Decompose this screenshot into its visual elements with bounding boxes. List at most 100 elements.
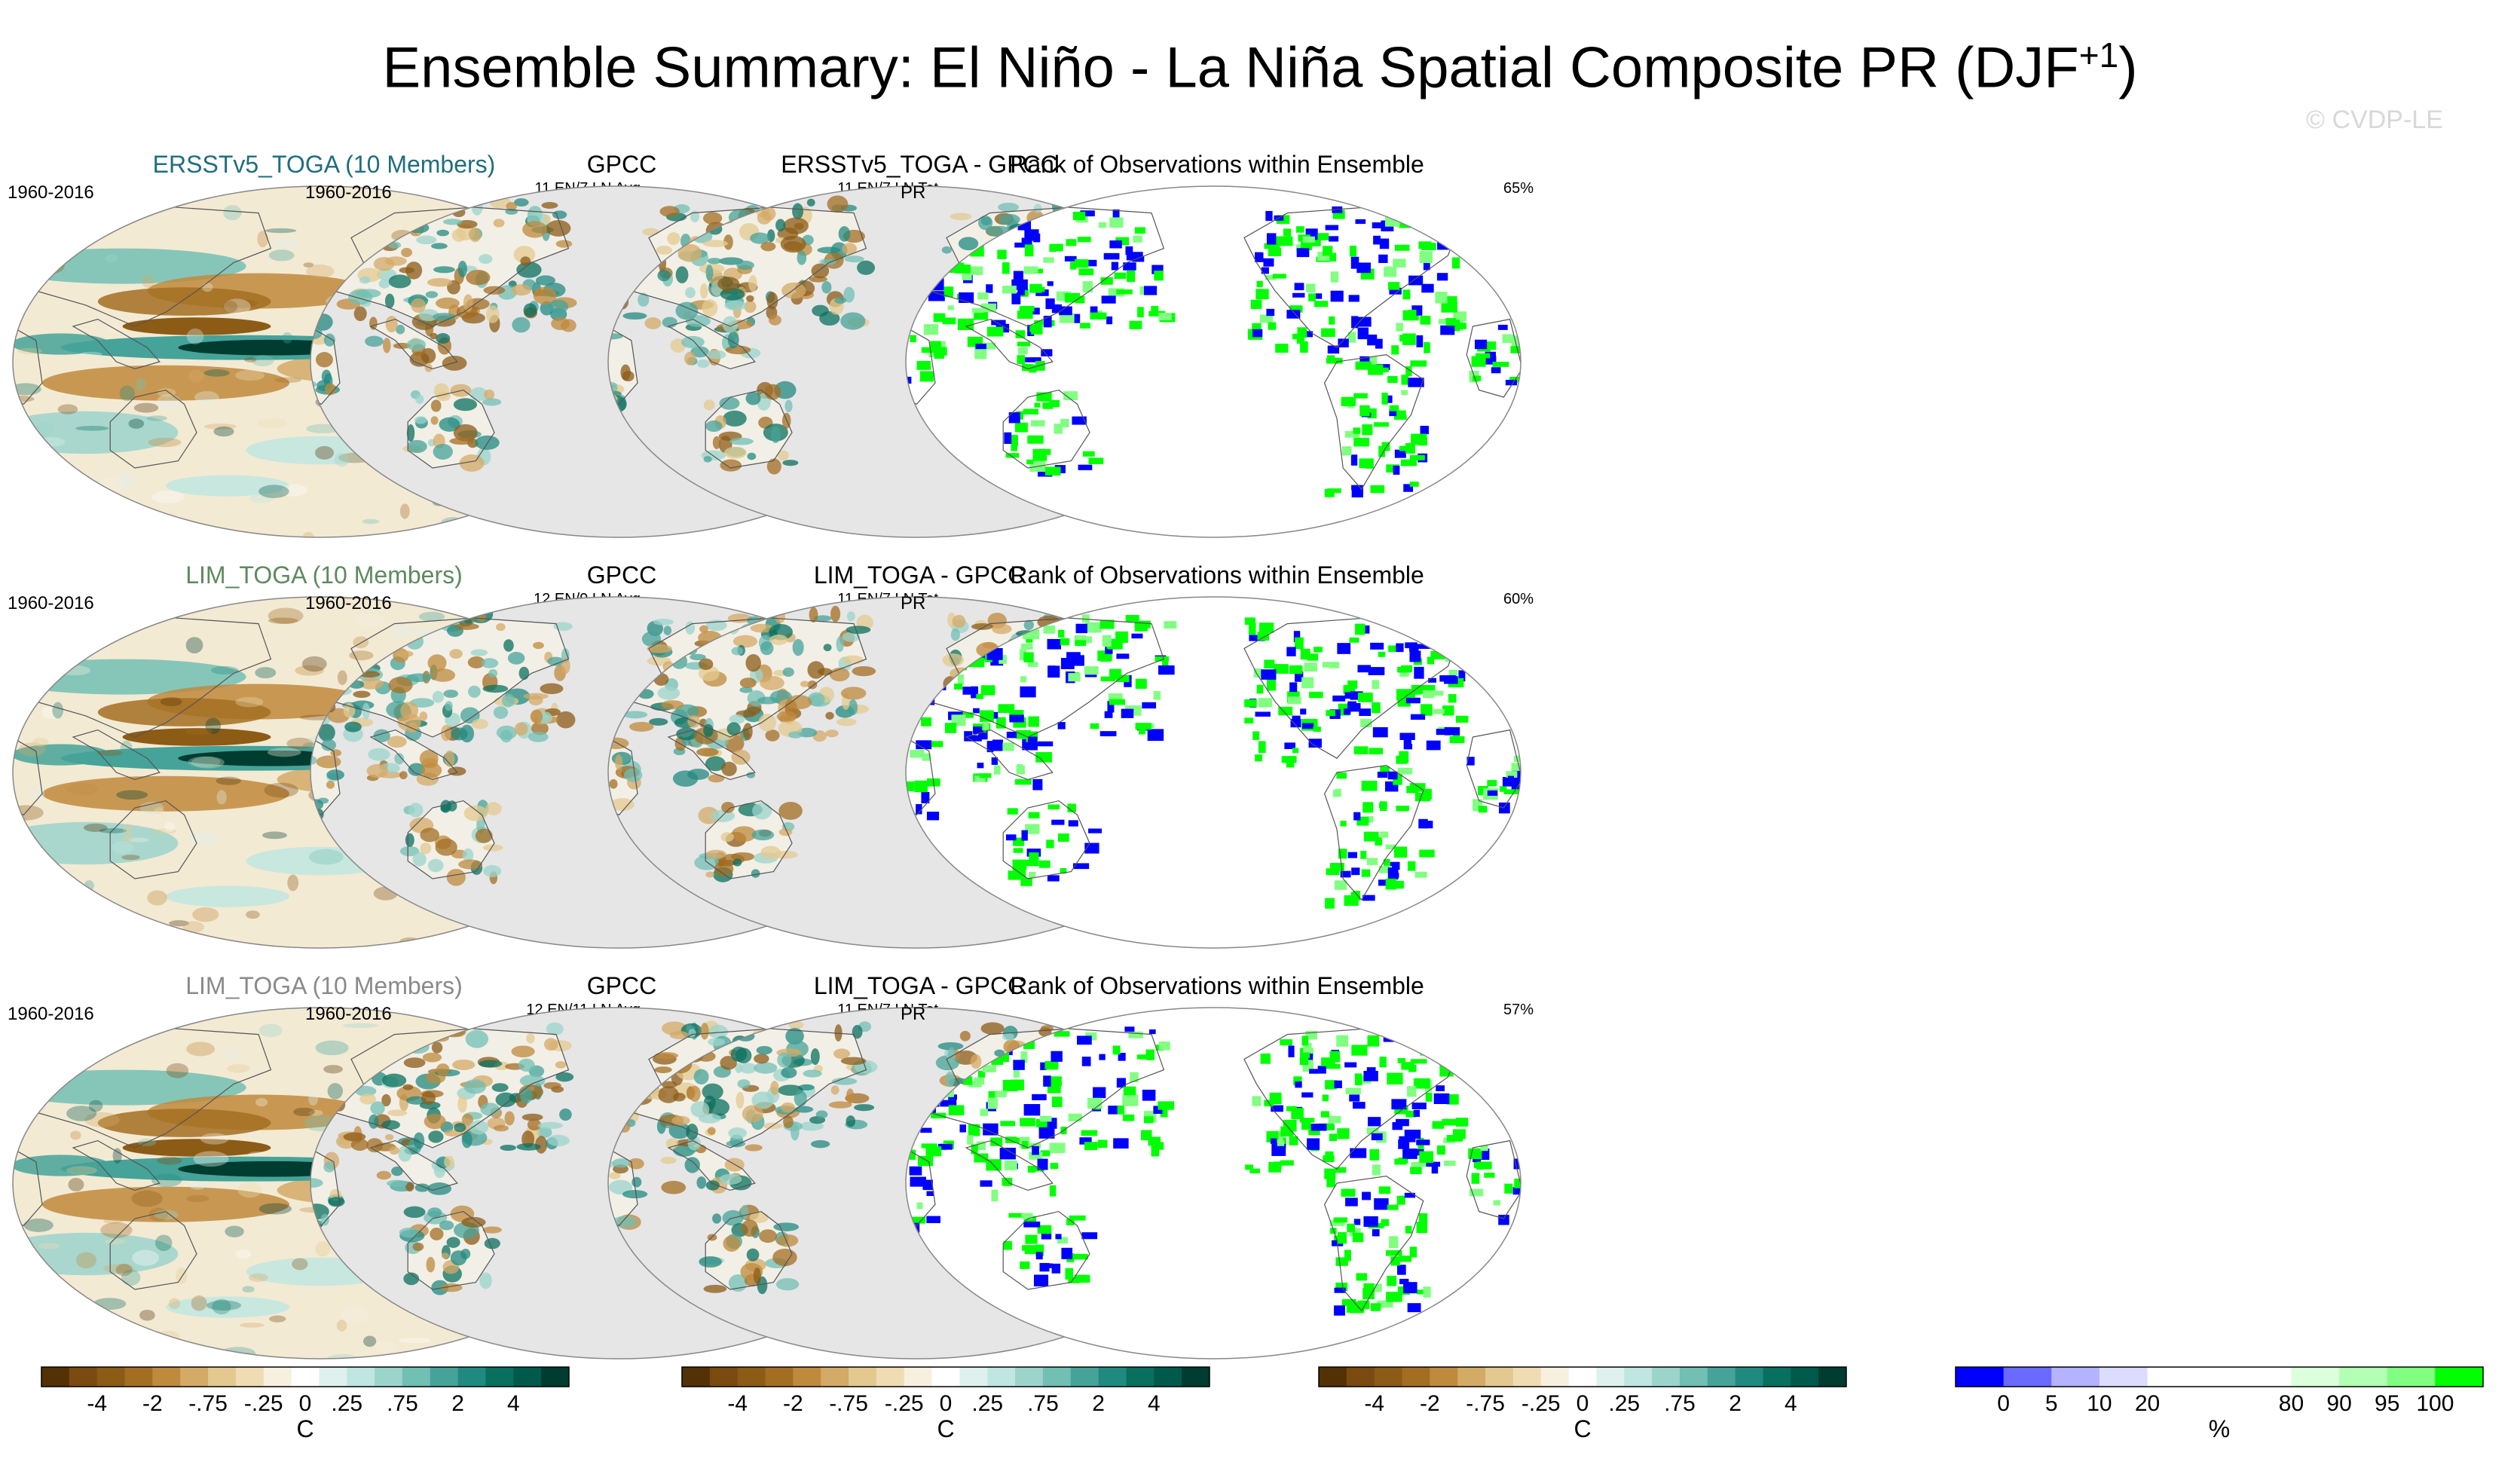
panel-title: GPCC bbox=[586, 972, 657, 999]
colorbar-swatch bbox=[152, 1367, 181, 1387]
colorbar-swatch bbox=[291, 1367, 320, 1387]
colorbar-scale: -4 -2 -.75 -.25 0 .25 .75 2 4 bbox=[1318, 1366, 1847, 1416]
map-plot bbox=[905, 185, 1521, 538]
colorbar-1: -4 -2 -.75 -.25 0 .25 .75 2 4 C bbox=[38, 1364, 573, 1454]
colorbar-tick-label: 2 bbox=[1729, 1391, 1742, 1416]
colorbar-swatch bbox=[1070, 1367, 1099, 1387]
colorbar-tick-label: .75 bbox=[1664, 1391, 1696, 1416]
panel-title: LIM_TOGA (10 Members) bbox=[185, 972, 463, 999]
map-border bbox=[905, 596, 1521, 949]
colorbar-tick-label: 100 bbox=[2416, 1391, 2454, 1416]
colorbar-tick-label: .75 bbox=[1027, 1391, 1059, 1416]
colorbar-3: -4 -2 -.75 -.25 0 .25 .75 2 4 C bbox=[1315, 1364, 1850, 1454]
colorbar-tick-label: -.75 bbox=[188, 1391, 228, 1416]
land-seasia bbox=[668, 319, 755, 369]
panel-title: GPCC bbox=[586, 561, 657, 589]
colorbar-tick-label: -.75 bbox=[1466, 1391, 1505, 1416]
colorbar-unit: % bbox=[2208, 1415, 2231, 1442]
colorbar-swatch bbox=[904, 1367, 933, 1387]
map-plot bbox=[905, 1007, 1521, 1360]
colorbar-swatch bbox=[1346, 1367, 1375, 1387]
panel-title: Rank of Observations within Ensemble bbox=[1010, 972, 1424, 999]
colorbar-swatch bbox=[1540, 1367, 1570, 1387]
rank-percent: 65% bbox=[1503, 180, 1534, 197]
colorbar-swatch bbox=[319, 1367, 347, 1387]
colorbar-tick-label: 4 bbox=[1148, 1391, 1161, 1416]
colorbar-swatch bbox=[1098, 1367, 1127, 1387]
colorbar-swatch bbox=[1430, 1367, 1458, 1387]
colorbar-tick-label: -2 bbox=[783, 1391, 803, 1416]
colorbar-tick-label: .75 bbox=[387, 1391, 418, 1416]
map-field bbox=[906, 597, 1521, 948]
figure-title: Ensemble Summary: El Niño - La Niña Spat… bbox=[382, 35, 2138, 100]
colorbar-swatch bbox=[2387, 1367, 2436, 1387]
colorbar-tick-label: 0 bbox=[1997, 1391, 2010, 1416]
colorbar-4: 0 5 10 20 80 90 95 100% bbox=[1952, 1364, 2487, 1454]
rank-percent: 57% bbox=[1503, 1002, 1534, 1018]
colorbar-swatch bbox=[1707, 1367, 1736, 1387]
period-label: 1960-2016 bbox=[8, 593, 94, 613]
watermark: © CVDP-LE bbox=[2306, 106, 2443, 134]
colorbar-tick-label: -.25 bbox=[244, 1391, 283, 1416]
colorbar-tick-label: .25 bbox=[1608, 1391, 1640, 1416]
colorbar-swatch bbox=[1791, 1367, 1819, 1387]
colorbar-unit: C bbox=[1573, 1415, 1592, 1442]
colorbar-swatch bbox=[2003, 1367, 2052, 1387]
colorbar-tick-label: -.25 bbox=[885, 1391, 924, 1416]
panel-title: LIM_TOGA - GPCC bbox=[813, 561, 1026, 589]
colorbar-tick-label: 90 bbox=[2326, 1391, 2351, 1416]
colorbar-swatch bbox=[737, 1367, 766, 1387]
colorbar-swatch bbox=[96, 1367, 126, 1387]
colorbar-swatch bbox=[1042, 1367, 1072, 1387]
colorbar-swatch bbox=[402, 1367, 431, 1387]
colorbar-2: -4 -2 -.75 -.25 0 .25 .75 2 4 C bbox=[678, 1364, 1213, 1454]
colorbar-tick-label: -2 bbox=[1420, 1391, 1440, 1416]
panel-title: Rank of Observations within Ensemble bbox=[1010, 561, 1424, 589]
colorbar-swatch bbox=[931, 1367, 960, 1387]
colorbar-swatch bbox=[1182, 1367, 1210, 1387]
colorbar-swatch bbox=[682, 1367, 711, 1387]
colorbar-swatch bbox=[124, 1367, 153, 1387]
panel-title: ERSSTv5_TOGA (10 Members) bbox=[152, 151, 496, 178]
colorbar-swatch bbox=[457, 1367, 486, 1387]
rank-percent: 60% bbox=[1503, 591, 1534, 607]
colorbar-tick-label: 2 bbox=[451, 1391, 464, 1416]
colorbar-tick-label: -4 bbox=[727, 1391, 748, 1416]
colorbar-swatch bbox=[849, 1367, 877, 1387]
map-border bbox=[905, 1007, 1521, 1360]
colorbar-tick-label: .25 bbox=[971, 1391, 1003, 1416]
map-panel-r2-c4: Rank of Observations within Ensemble PR 60… bbox=[901, 539, 1534, 961]
colorbar-tick-label: .25 bbox=[331, 1391, 362, 1416]
colorbar-swatch bbox=[485, 1367, 514, 1387]
colorbar-swatch bbox=[1652, 1367, 1681, 1387]
colorbar-swatch bbox=[2195, 1367, 2244, 1387]
colorbar-tick-label: -.75 bbox=[829, 1391, 868, 1416]
panel-title: ERSSTv5_TOGA - GPCC bbox=[781, 151, 1058, 178]
colorbar-swatch bbox=[1956, 1367, 2005, 1387]
colorbar-swatch bbox=[959, 1367, 988, 1387]
panel-title: LIM_TOGA - GPCC bbox=[813, 972, 1026, 999]
colorbar-swatch bbox=[1402, 1367, 1430, 1387]
colorbar-swatch bbox=[709, 1367, 739, 1387]
colorbar-swatch bbox=[1512, 1367, 1542, 1387]
period-label: 1960-2016 bbox=[305, 1004, 392, 1024]
period-label: 1960-2016 bbox=[305, 593, 392, 613]
colorbar-swatch bbox=[1374, 1367, 1403, 1387]
colorbar-swatch bbox=[1624, 1367, 1653, 1387]
colorbar-swatch bbox=[2243, 1367, 2292, 1387]
colorbar-tick-label: 80 bbox=[2279, 1391, 2304, 1416]
colorbar-swatch bbox=[208, 1367, 237, 1387]
map-panel-r1-c4: Rank of Observations within Ensemble PR 65… bbox=[901, 128, 1534, 550]
colorbar-swatch bbox=[2339, 1367, 2388, 1387]
colorbar-swatch bbox=[1015, 1367, 1044, 1387]
colorbar-tick-label: 10 bbox=[2087, 1391, 2112, 1416]
colorbar-swatch bbox=[1126, 1367, 1154, 1387]
map-plot bbox=[905, 596, 1521, 949]
land-samerica bbox=[1324, 1176, 1424, 1311]
map-panel-r3-c4: Rank of Observations within Ensemble PR 57… bbox=[901, 950, 1534, 1372]
colorbar-swatch bbox=[375, 1367, 403, 1387]
colorbar-tick-label: 0 bbox=[940, 1391, 953, 1416]
panel-title: GPCC bbox=[586, 151, 657, 178]
variable-label: PR bbox=[901, 182, 926, 203]
colorbar-swatch bbox=[2051, 1367, 2100, 1387]
